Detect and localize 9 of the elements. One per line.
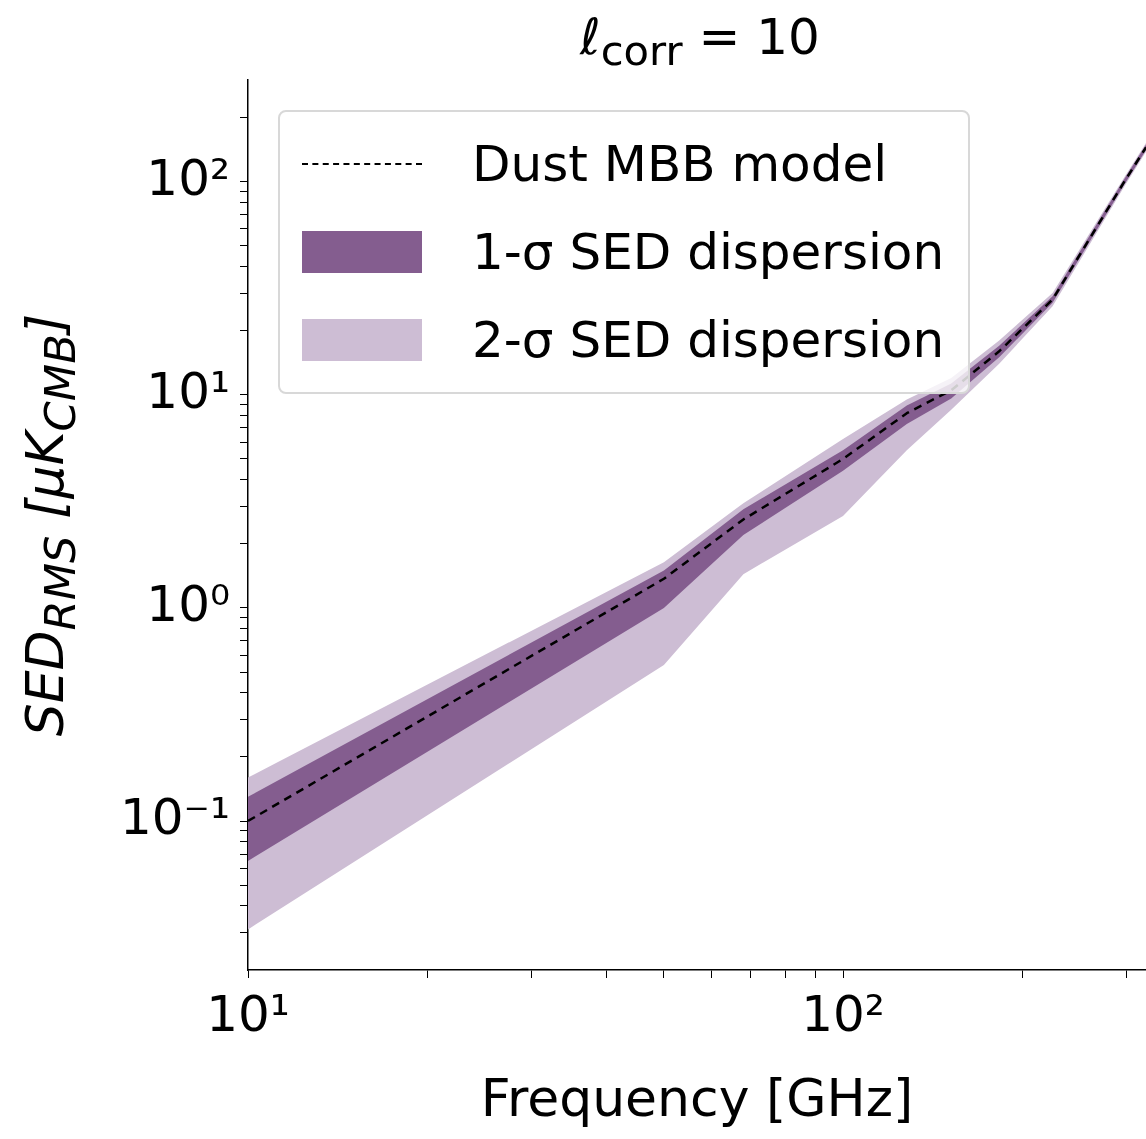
legend-label: 2-σ SED dispersion (472, 311, 945, 369)
chart-title: ℓ$_{corr}$ = 10 (578, 8, 821, 75)
y-tick-label: 10⁻¹ (119, 788, 230, 847)
y-tick-label: 10² (146, 148, 230, 207)
y-tick-label: 10⁰ (146, 574, 230, 633)
x-axis-title: Frequency [GHz] (479, 1068, 915, 1128)
y-tick-label: 10¹ (146, 361, 230, 420)
legend-label: 1-σ SED dispersion (472, 223, 945, 281)
legend-label: Dust MBB model (472, 135, 888, 193)
